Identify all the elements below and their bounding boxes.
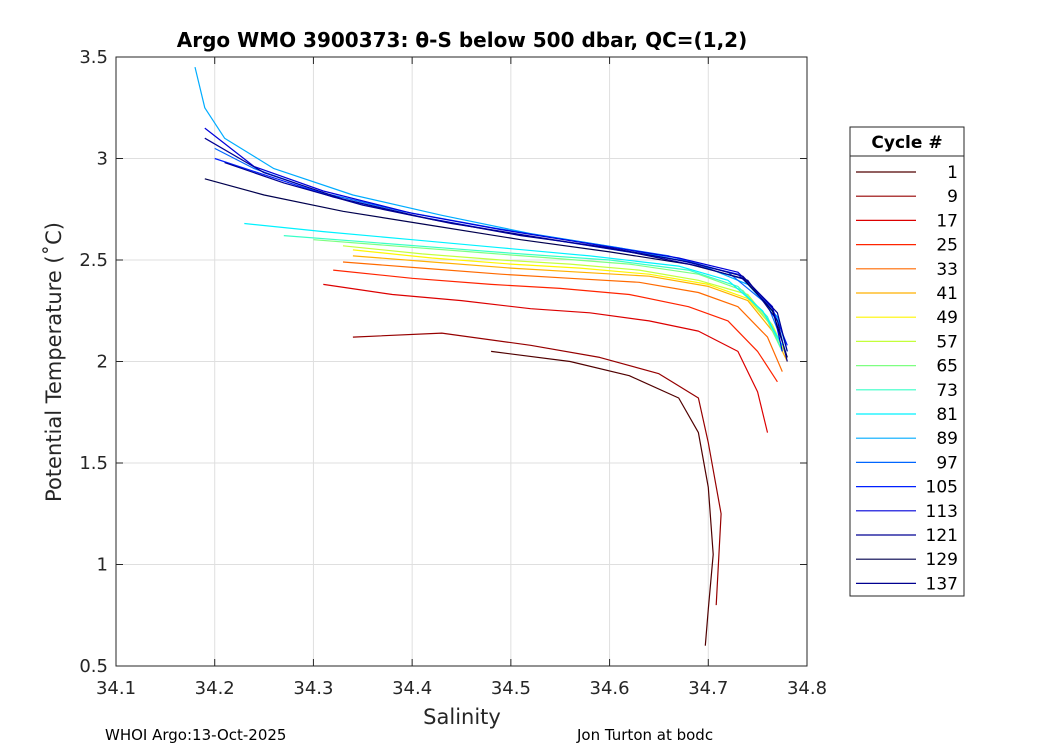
series-line-cycle-33 — [342, 261, 783, 372]
legend-box — [849, 126, 965, 597]
y-axis-label: Potential Temperature (˚C) — [42, 222, 66, 502]
x-tick-label: 34.8 — [787, 678, 827, 699]
footer-author: Jon Turton at bodc — [577, 726, 714, 744]
y-tick-label: 3 — [97, 149, 108, 170]
series-group — [194, 66, 788, 646]
chart-title: Argo WMO 3900373: θ-S below 500 dbar, QC… — [177, 28, 747, 52]
y-tick-label: 0.5 — [79, 656, 108, 677]
legend-label-cycle-73: 73 — [936, 381, 958, 401]
legend-label-cycle-33: 33 — [936, 260, 958, 280]
legend-label-cycle-17: 17 — [936, 211, 958, 231]
legend: Cycle # 1 9 17 25 33 41 49 57 65 73 81 89 97 105 113 12… — [849, 126, 965, 597]
legend-label-cycle-129: 129 — [926, 550, 958, 570]
x-tick-label: 34.7 — [688, 678, 728, 699]
x-tick-label: 34.4 — [392, 678, 432, 699]
series-line-cycle-137 — [224, 162, 788, 362]
x-tick-label: 34.3 — [293, 678, 333, 699]
x-tick-label: 34.2 — [195, 678, 235, 699]
legend-label-cycle-41: 41 — [936, 284, 958, 304]
legend-label-cycle-113: 113 — [926, 502, 958, 522]
legend-label-cycle-121: 121 — [926, 526, 958, 546]
legend-label-cycle-9: 9 — [947, 187, 958, 207]
series-line-cycle-81 — [244, 222, 783, 346]
legend-label-cycle-89: 89 — [936, 429, 958, 449]
y-axis-ticks: 0.5 1 1.5 2 2.5 3 3.5 — [79, 47, 807, 677]
legend-label-cycle-65: 65 — [936, 357, 958, 377]
series-line-cycle-17 — [323, 283, 769, 433]
y-tick-label: 1.5 — [79, 453, 108, 474]
legend-label-cycle-81: 81 — [936, 405, 958, 425]
legend-label-cycle-1: 1 — [947, 163, 958, 183]
x-axis-label: Salinity — [423, 705, 501, 729]
x-axis-ticks: 34.1 34.2 34.3 34.4 34.5 34.6 34.7 34.8 — [96, 57, 827, 699]
legend-label-cycle-57: 57 — [936, 332, 958, 352]
x-tick-label: 34.5 — [491, 678, 531, 699]
legend-title: Cycle # — [871, 133, 942, 153]
x-tick-label: 34.6 — [590, 678, 630, 699]
series-line-cycle-1 — [491, 350, 714, 646]
y-tick-label: 1 — [97, 555, 108, 576]
series-line-cycle-41 — [352, 255, 788, 362]
legend-label-cycle-97: 97 — [936, 453, 958, 473]
y-tick-label: 2.5 — [79, 250, 108, 271]
y-tick-label: 2 — [97, 352, 108, 373]
series-line-cycle-25 — [333, 269, 778, 383]
legend-label-cycle-49: 49 — [936, 308, 958, 328]
legend-label-cycle-105: 105 — [926, 478, 958, 498]
series-line-cycle-9 — [352, 332, 722, 606]
footer-source: WHOI Argo:13-Oct-2025 — [105, 726, 287, 744]
legend-label-cycle-25: 25 — [936, 236, 958, 256]
x-tick-label: 34.1 — [96, 678, 136, 699]
legend-label-cycle-137: 137 — [926, 574, 958, 594]
series-line-cycle-65 — [313, 239, 783, 352]
legend-items: 1 9 17 25 33 41 49 57 65 73 81 89 97 105 113 121 129 137 — [856, 163, 958, 594]
y-tick-label: 3.5 — [79, 47, 108, 68]
